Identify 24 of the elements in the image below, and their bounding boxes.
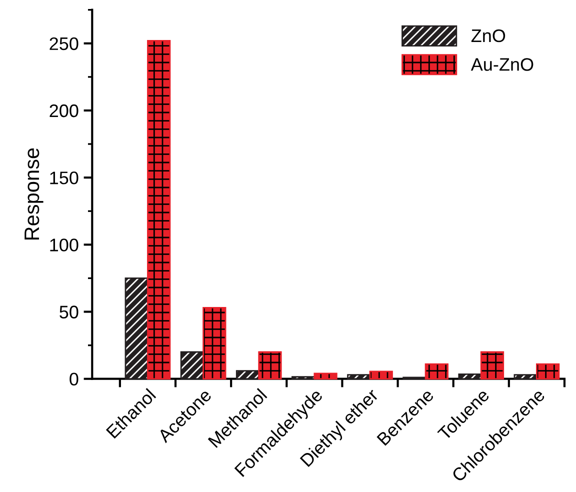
bar — [124, 278, 148, 380]
y-tick-label: 250 — [50, 37, 78, 50]
bar — [236, 370, 260, 380]
bar — [314, 372, 338, 380]
bar — [514, 374, 538, 380]
bar — [258, 351, 282, 380]
y-tick-label: 100 — [50, 238, 78, 252]
bar — [458, 373, 482, 380]
bar — [480, 351, 504, 380]
legend-label: ZnO — [471, 29, 506, 42]
bar — [202, 307, 226, 380]
y-tick-label: 0 — [70, 372, 78, 386]
legend-label: Au-ZnO — [470, 58, 534, 71]
y-tick-label: 50 — [60, 306, 78, 318]
y-tick-label: 200 — [50, 104, 78, 118]
bar — [536, 363, 560, 380]
bar — [369, 370, 393, 380]
bar — [424, 363, 448, 380]
bar — [347, 374, 371, 380]
y-tick-label: 150 — [50, 172, 78, 184]
bar — [180, 351, 204, 380]
bar — [147, 40, 171, 380]
bar — [292, 376, 316, 380]
y-axis-title: Response — [24, 148, 44, 240]
